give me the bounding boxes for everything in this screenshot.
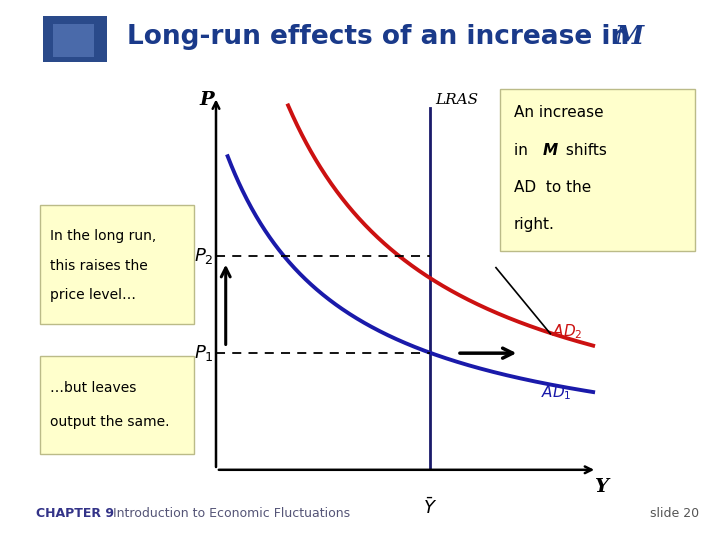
FancyBboxPatch shape xyxy=(53,24,94,57)
Text: shifts: shifts xyxy=(561,143,606,158)
FancyBboxPatch shape xyxy=(40,356,194,454)
Text: right.: right. xyxy=(514,217,555,232)
Text: Long-run effects of an increase in: Long-run effects of an increase in xyxy=(127,24,639,50)
Text: $P_1$: $P_1$ xyxy=(194,343,213,363)
Text: Introduction to Economic Fluctuations: Introduction to Economic Fluctuations xyxy=(101,507,350,521)
Text: in: in xyxy=(514,143,533,158)
Text: In the long run,: In the long run, xyxy=(50,229,157,243)
Text: CHAPTER 9: CHAPTER 9 xyxy=(36,507,114,521)
Text: P: P xyxy=(199,91,214,110)
Text: $\bar{Y}$: $\bar{Y}$ xyxy=(423,497,437,518)
Text: price level…: price level… xyxy=(50,288,136,302)
Text: $P_2$: $P_2$ xyxy=(194,246,213,266)
Text: $AD_2$: $AD_2$ xyxy=(552,322,583,341)
FancyBboxPatch shape xyxy=(40,205,194,324)
FancyBboxPatch shape xyxy=(42,16,107,62)
Text: LRAS: LRAS xyxy=(436,93,479,107)
Text: this raises the: this raises the xyxy=(50,259,148,273)
Text: …but leaves: …but leaves xyxy=(50,381,137,395)
Text: AD  to the: AD to the xyxy=(514,180,591,195)
FancyBboxPatch shape xyxy=(500,89,695,251)
Text: $AD_1$: $AD_1$ xyxy=(541,384,572,402)
Text: Y: Y xyxy=(594,478,608,496)
Text: M: M xyxy=(615,24,644,49)
Text: output the same.: output the same. xyxy=(50,415,170,429)
Text: M: M xyxy=(543,143,558,158)
Text: slide 20: slide 20 xyxy=(650,507,699,521)
Text: An increase: An increase xyxy=(514,105,603,120)
